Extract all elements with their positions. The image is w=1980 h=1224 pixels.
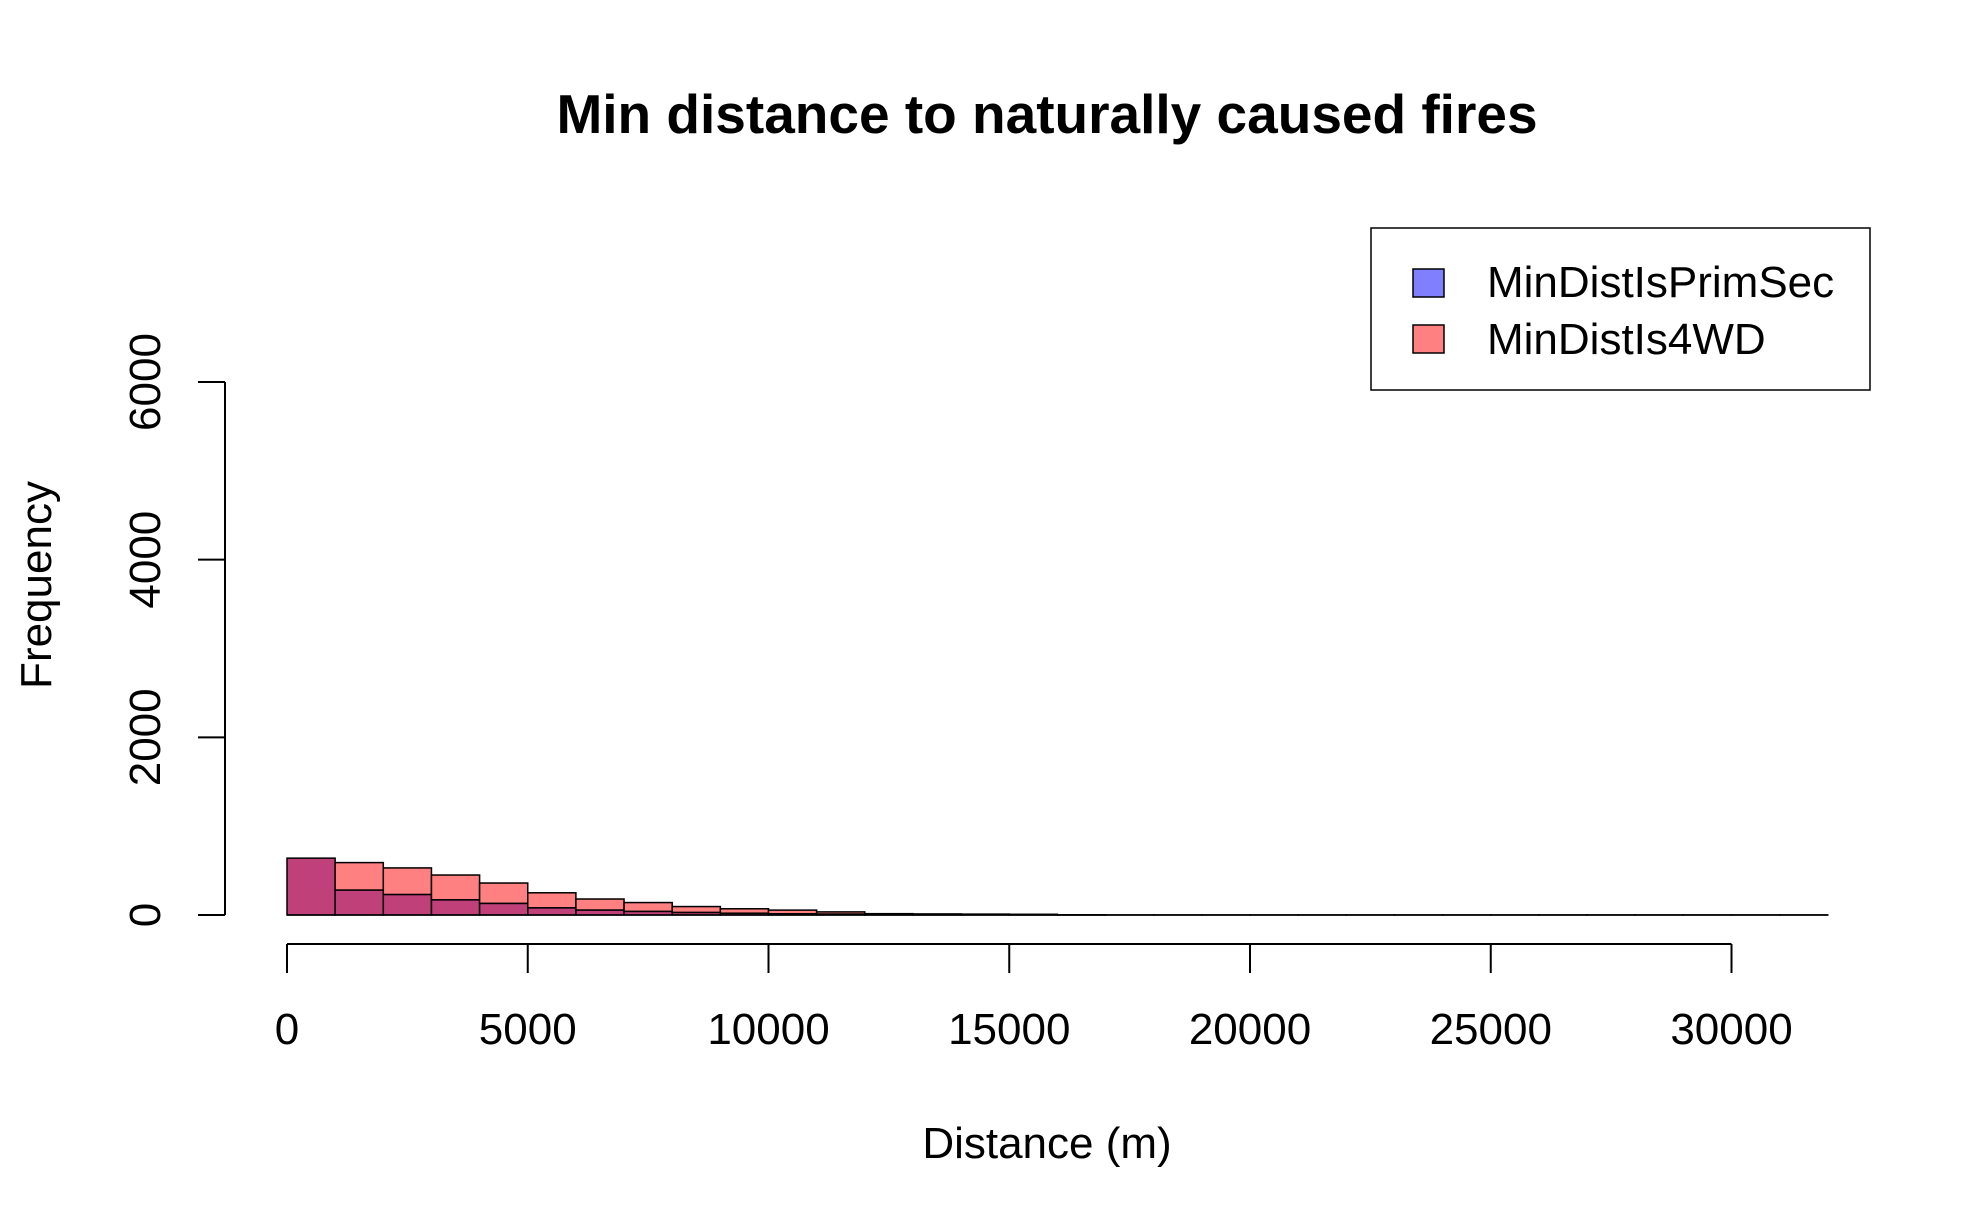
y-tick-label: 0 <box>121 903 170 927</box>
legend-swatch-4wd <box>1412 324 1445 354</box>
y-tick-label: 4000 <box>121 511 170 609</box>
x-tick-label: 30000 <box>1670 1005 1792 1054</box>
x-axis: 0 5000 10000 15000 20000 25000 30000 <box>275 943 1793 1054</box>
legend-swatch-primsec <box>1412 268 1445 298</box>
histogram-bar-mindistis4wd <box>575 898 625 911</box>
histogram-bar-mindistis4wd <box>430 874 481 901</box>
x-tick-label: 20000 <box>1189 1005 1311 1054</box>
histogram-bar-overlap <box>286 857 336 916</box>
histogram-bar-overlap <box>334 889 385 916</box>
histogram-bar-overlap <box>527 907 577 916</box>
legend-label-4wd: MinDistIs4WD <box>1487 315 1766 364</box>
y-tick-label: 6000 <box>121 333 170 431</box>
legend-label-primsec: MinDistIsPrimSec <box>1487 258 1834 307</box>
x-tick-label: 10000 <box>707 1005 829 1054</box>
histogram-bar-mindistis4wd <box>382 867 433 896</box>
histogram-bar-overlap <box>430 899 481 916</box>
x-tick-label: 0 <box>275 1005 299 1054</box>
y-axis: 0 2000 4000 6000 <box>121 333 226 927</box>
histogram-bar-mindistis4wd <box>478 882 529 905</box>
y-axis-label: Frequency <box>12 481 61 689</box>
chart-title: Min distance to naturally caused fires <box>556 83 1537 145</box>
histogram-bar-mindistis4wd <box>334 861 385 891</box>
histogram-bar-overlap <box>382 893 433 916</box>
histogram-bar-mindistis4wd <box>623 901 673 913</box>
histogram-bar-overlap <box>478 902 529 916</box>
x-tick-label: 25000 <box>1430 1005 1552 1054</box>
legend: MinDistIsPrimSec MinDistIs4WD <box>1370 227 1871 391</box>
bars-layer <box>286 857 1829 916</box>
histogram-bar-mindistis4wd <box>527 892 577 909</box>
y-tick-label: 2000 <box>121 688 170 786</box>
legend-box <box>1370 227 1871 391</box>
x-tick-label: 15000 <box>948 1005 1070 1054</box>
histogram-bar-mindistis4wd <box>671 905 722 914</box>
x-tick-label: 5000 <box>479 1005 577 1054</box>
x-axis-label: Distance (m) <box>922 1119 1171 1168</box>
